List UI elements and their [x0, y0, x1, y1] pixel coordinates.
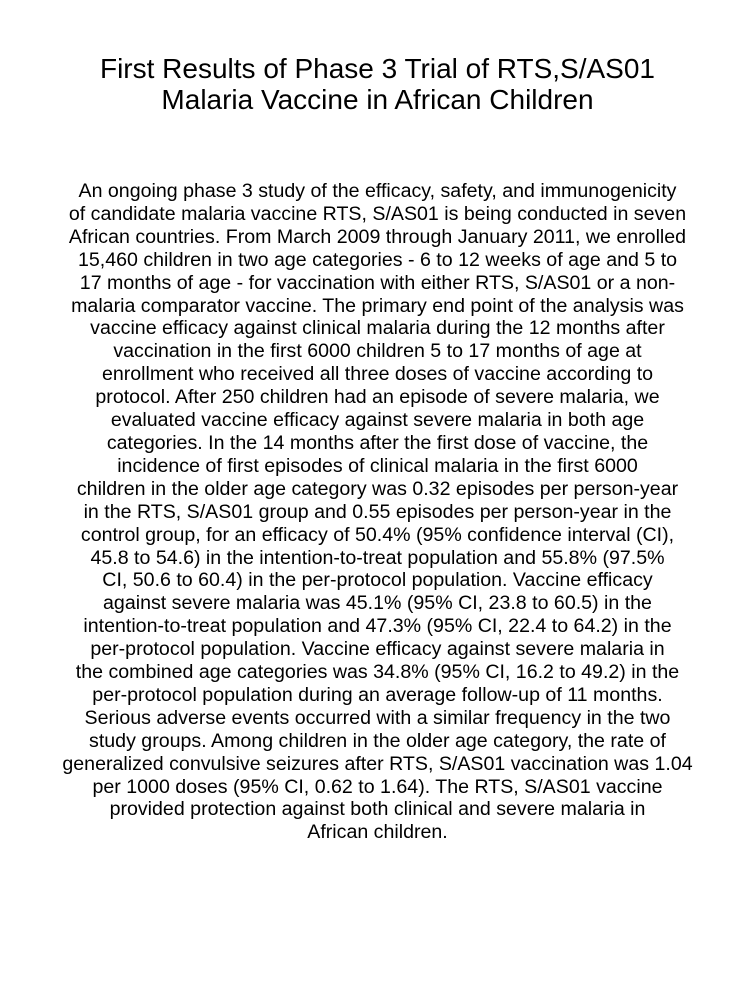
abstract-line: of candidate malaria vaccine RTS, S/AS01…: [68, 202, 687, 225]
abstract-line: 17 months of age - for vaccination with …: [79, 271, 676, 294]
title-line: First Results of Phase 3 Trial of RTS,S/…: [99, 53, 656, 84]
abstract-line: 45.8 to 54.6) in the intention-to-treat …: [90, 546, 665, 569]
abstract-line: against severe malaria was 45.1% (95% CI…: [103, 592, 652, 615]
abstract-line: An ongoing phase 3 study of the efficacy…: [78, 180, 677, 202]
abstract-line: generalized convulsive seizures after RT…: [62, 752, 693, 775]
abstract-line: per 1000 doses (95% CI, 0.62 to 1.64). T…: [92, 775, 663, 798]
abstract-line: children in the older age category was 0…: [76, 477, 679, 500]
abstract-line: categories. In the 14 months after the f…: [106, 431, 649, 454]
abstract-line: provided protection against both clinica…: [109, 798, 646, 821]
abstract-line: study groups. Among children in the olde…: [89, 729, 666, 752]
abstract-line: incidence of first episodes of clinical …: [117, 454, 638, 477]
abstract-line: the combined age categories was 34.8% (9…: [75, 661, 680, 684]
abstract-line: vaccination in the first 6000 children 5…: [113, 340, 642, 363]
abstract-line: African children.: [307, 821, 448, 844]
abstract-line: evaluated vaccine efficacy against sever…: [110, 409, 645, 432]
abstract-line: African countries. From March 2009 throu…: [68, 225, 687, 248]
abstract-line: control group, for an efficacy of 50.4% …: [80, 523, 675, 546]
abstract-line: intention-to-treat population and 47.3% …: [83, 615, 672, 638]
paper-title: First Results of Phase 3 Trial of RTS,S/…: [0, 53, 755, 115]
abstract-line: vaccine efficacy against clinical malari…: [90, 317, 665, 340]
abstract-text: An ongoing phase 3 study of the efficacy…: [20, 180, 735, 844]
abstract-line: 15,460 children in two age categories - …: [77, 248, 678, 271]
abstract-line: protocol. After 250 children had an epis…: [95, 386, 660, 409]
abstract-line: per-protocol population during an averag…: [92, 683, 663, 706]
abstract-line: CI, 50.6 to 60.4) in the per-protocol po…: [102, 569, 653, 592]
abstract-line: Serious adverse events occurred with a s…: [84, 706, 671, 729]
abstract-line: enrollment who received all three doses …: [101, 363, 654, 386]
title-line: Malaria Vaccine in African Children: [161, 84, 594, 115]
abstract-line: per-protocol population. Vaccine efficac…: [90, 638, 665, 661]
abstract-line: malaria comparator vaccine. The primary …: [71, 294, 684, 317]
abstract-line: in the RTS, S/AS01 group and 0.55 episod…: [83, 500, 672, 523]
